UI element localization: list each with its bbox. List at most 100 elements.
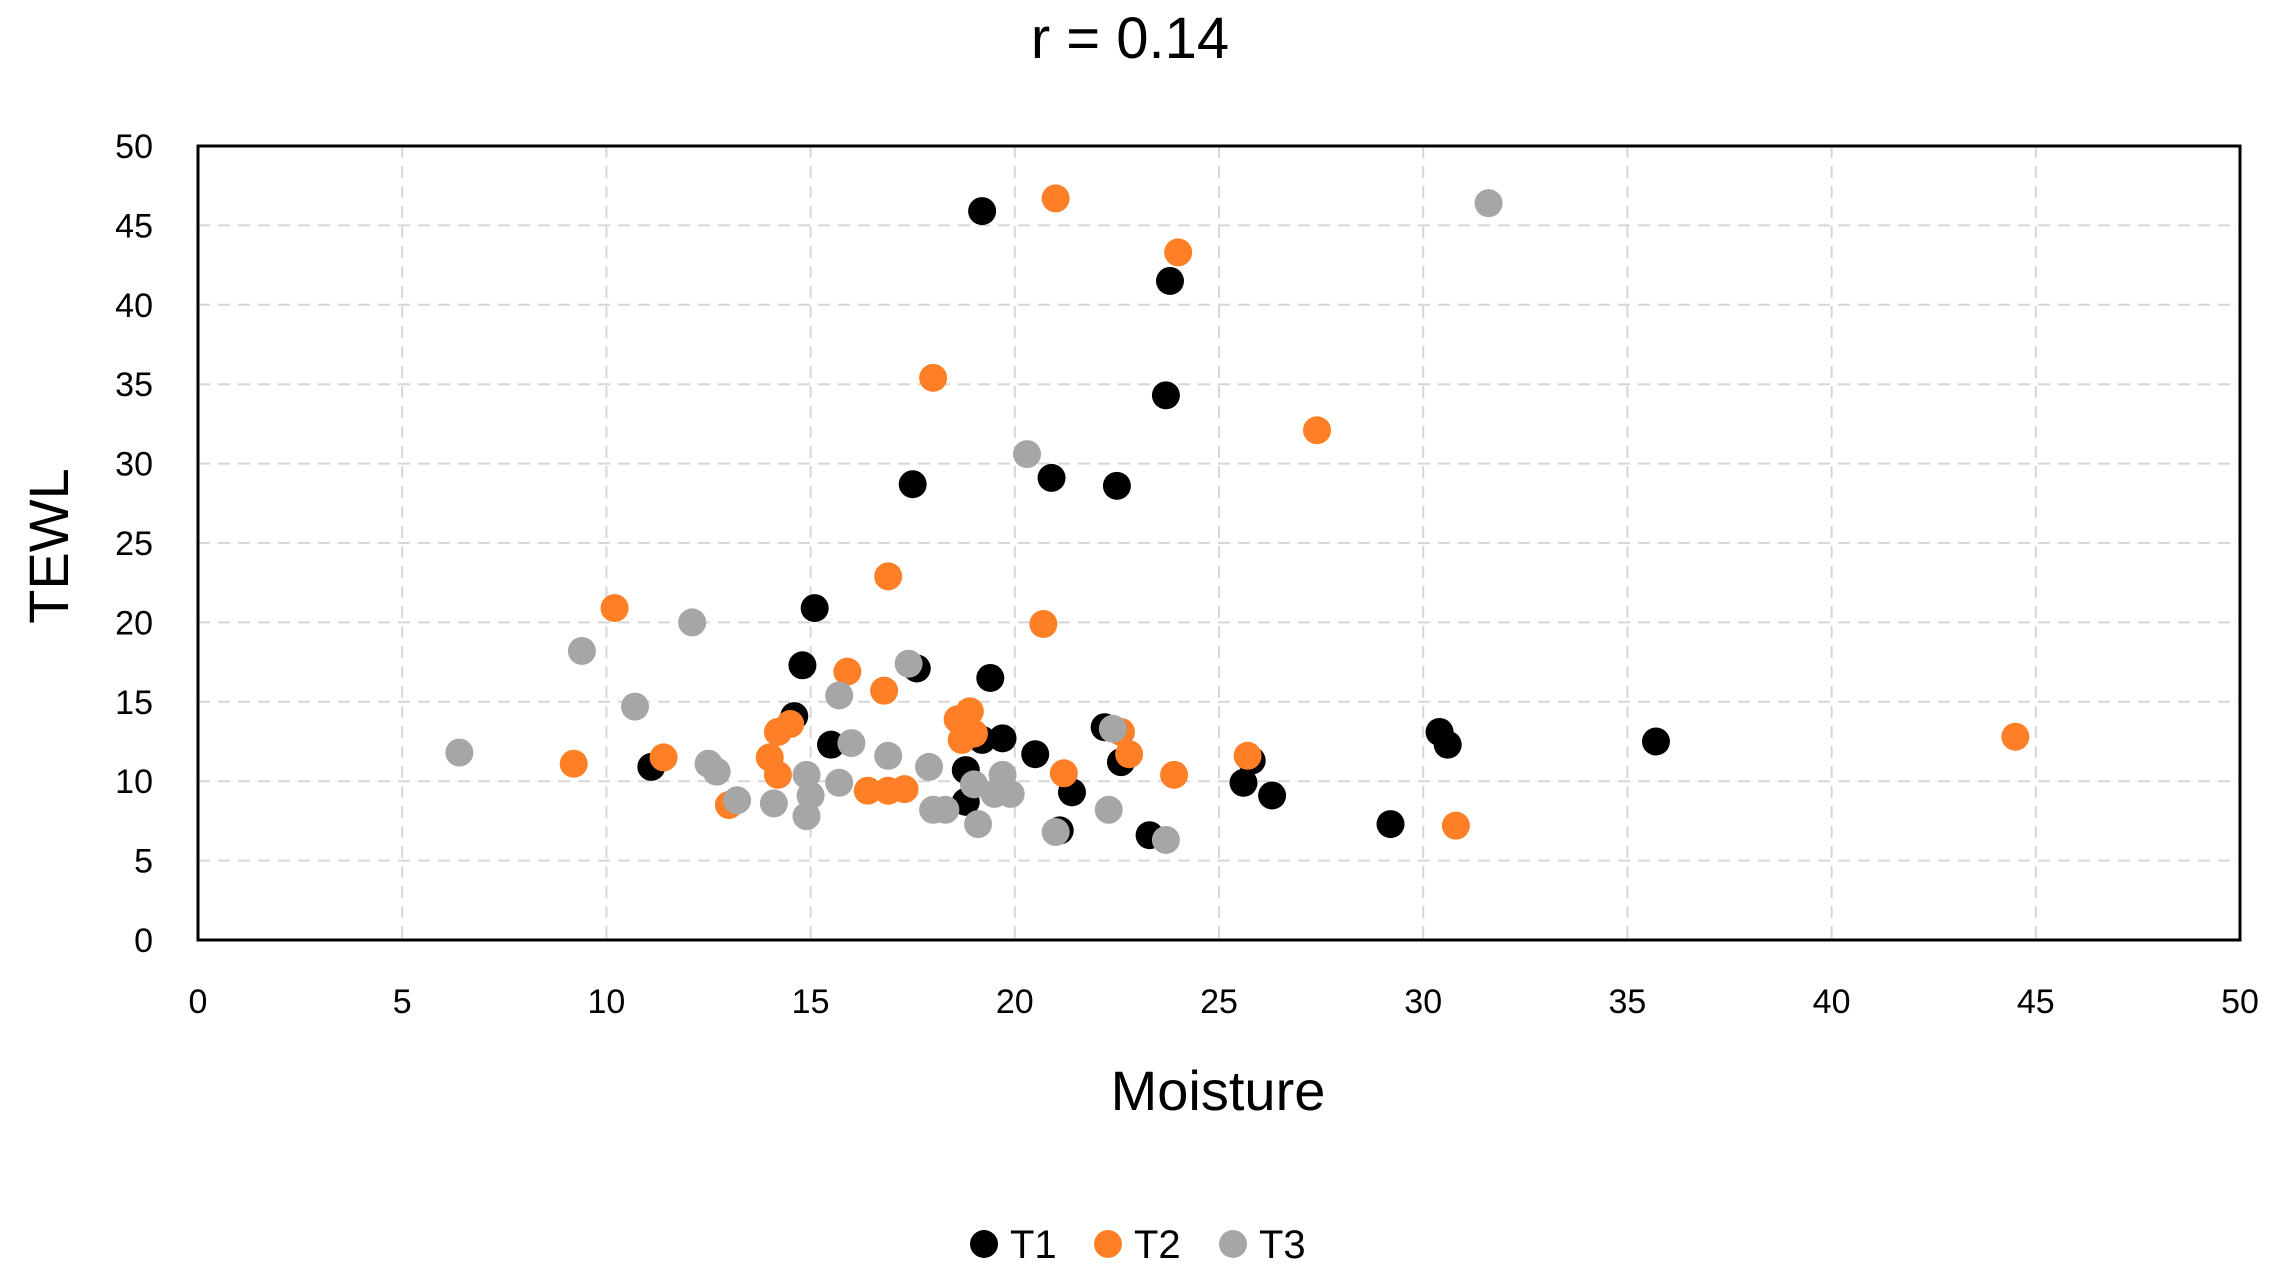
data-point (870, 676, 899, 705)
y-tick-label: 10 (115, 763, 153, 801)
series-t2 (559, 184, 2030, 840)
data-point (988, 724, 1017, 753)
data-point (445, 738, 474, 767)
data-point (792, 802, 821, 831)
data-point (678, 608, 707, 637)
data-point (1164, 238, 1193, 267)
y-tick-label: 35 (115, 366, 153, 404)
legend-item-t3: T3 (1219, 1223, 1306, 1267)
data-point (1160, 760, 1189, 789)
legend-item-t2: T2 (1094, 1223, 1181, 1267)
data-point (955, 697, 984, 726)
data-point (1115, 740, 1144, 769)
data-point (1037, 463, 1066, 492)
data-point (874, 562, 903, 591)
data-point (759, 789, 788, 818)
data-point (1098, 714, 1127, 743)
legend-label: T3 (1259, 1223, 1306, 1267)
data-point (1233, 741, 1262, 770)
data-point (1303, 416, 1332, 445)
y-axis-ticks: 0 5 10 15 20 25 30 35 40 45 50 (115, 128, 153, 960)
y-tick-label: 15 (115, 684, 153, 722)
data-point (1049, 759, 1078, 788)
legend-marker (970, 1230, 998, 1258)
legend-item-t1: T1 (970, 1223, 1057, 1267)
series-t3 (445, 189, 1503, 854)
data-point (763, 717, 792, 746)
data-point (2001, 722, 2030, 751)
data-point (959, 719, 988, 748)
data-point (968, 197, 997, 226)
data-point (1094, 795, 1123, 824)
legend: T1 T2 T3 (970, 1223, 1306, 1267)
data-point (898, 470, 927, 499)
x-tick-label: 20 (996, 983, 1034, 1021)
y-tick-label: 20 (115, 604, 153, 642)
data-point (559, 749, 588, 778)
data-point (788, 651, 817, 680)
data-point (1029, 609, 1058, 638)
x-tick-label: 40 (1813, 983, 1851, 1021)
data-point (567, 636, 596, 665)
data-point (817, 730, 846, 759)
y-tick-label: 5 (134, 843, 153, 881)
data-point (620, 692, 649, 721)
data-point (915, 752, 944, 781)
legend-label: T1 (1010, 1223, 1057, 1267)
data-point (825, 681, 854, 710)
data-point (837, 729, 866, 758)
data-points (445, 184, 2030, 854)
data-point (800, 594, 829, 623)
y-tick-label: 40 (115, 287, 153, 325)
data-point (1041, 818, 1070, 847)
x-tick-label: 10 (587, 983, 625, 1021)
data-point (1433, 730, 1462, 759)
data-point (833, 657, 862, 686)
data-point (723, 786, 752, 815)
x-axis-label: Moisture (1111, 1059, 1326, 1122)
y-tick-label: 25 (115, 525, 153, 563)
plot-area-border (196, 144, 2242, 942)
y-tick-label: 50 (115, 128, 153, 166)
series-t1 (637, 197, 1670, 850)
data-point (1474, 189, 1503, 218)
grid-lines (198, 146, 2240, 940)
legend-label: T2 (1134, 1223, 1181, 1267)
data-point (890, 775, 919, 804)
data-point (996, 779, 1025, 808)
y-tick-label: 30 (115, 446, 153, 484)
data-point (1258, 781, 1287, 810)
data-point (976, 663, 1005, 692)
x-tick-label: 30 (1404, 983, 1442, 1021)
legend-marker (1094, 1230, 1122, 1258)
x-tick-label: 50 (2221, 983, 2259, 1021)
data-point (825, 768, 854, 797)
data-point (702, 757, 731, 786)
x-tick-label: 5 (393, 983, 412, 1021)
data-point (1021, 740, 1050, 769)
data-point (649, 743, 678, 772)
y-tick-label: 0 (134, 922, 153, 960)
x-tick-label: 45 (2017, 983, 2055, 1021)
y-tick-label: 45 (115, 207, 153, 245)
x-axis-ticks: 0 5 10 15 20 25 30 35 40 45 50 (189, 983, 2259, 1021)
data-point (853, 776, 882, 805)
data-point (894, 649, 923, 678)
data-point (1376, 810, 1405, 839)
x-tick-label: 35 (1608, 983, 1646, 1021)
x-tick-label: 15 (792, 983, 830, 1021)
data-point (1641, 727, 1670, 756)
data-point (1102, 471, 1131, 500)
chart-title: r = 0.14 (1031, 6, 1229, 71)
data-point (874, 741, 903, 770)
data-point (1013, 440, 1042, 469)
data-point (1151, 381, 1180, 410)
data-point (1151, 825, 1180, 854)
x-tick-label: 0 (189, 983, 208, 1021)
data-point (964, 810, 993, 839)
data-point (919, 363, 948, 392)
data-point (931, 795, 960, 824)
data-point (1229, 768, 1258, 797)
data-point (1441, 811, 1470, 840)
